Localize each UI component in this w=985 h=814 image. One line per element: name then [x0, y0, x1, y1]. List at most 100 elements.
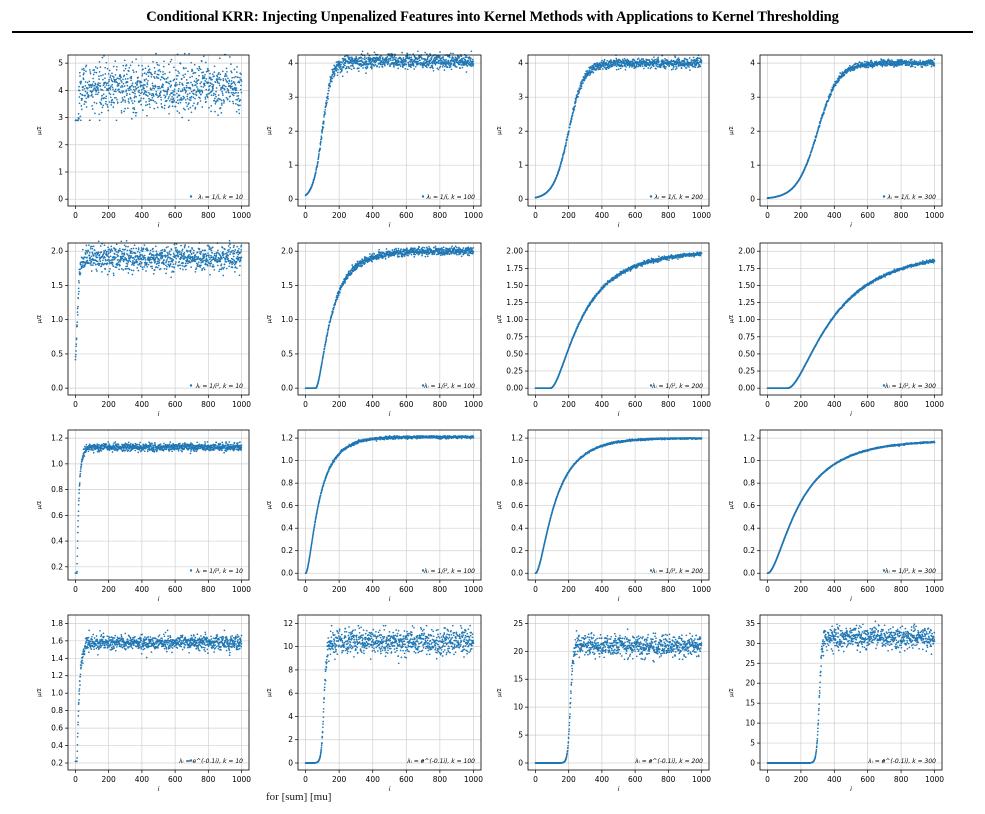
data-point: [91, 105, 93, 107]
data-point: [154, 260, 157, 263]
data-point: [123, 96, 126, 98]
data-point: [452, 52, 454, 55]
data-point: [89, 247, 92, 250]
data-point: [213, 99, 216, 102]
data-point: [317, 155, 320, 158]
data-point: [239, 72, 242, 75]
data-point: [155, 266, 158, 268]
data-point: [203, 77, 206, 80]
data-point: [131, 84, 133, 87]
data-point: [686, 58, 689, 61]
data-point: [228, 80, 231, 83]
data-point: [115, 69, 118, 71]
data-point: [351, 58, 354, 60]
data-point: [133, 88, 135, 91]
data-point: [74, 355, 77, 358]
data-point: [185, 268, 187, 271]
data-point: [235, 89, 238, 91]
data-point: [190, 61, 193, 64]
data-point: [122, 64, 125, 67]
data-point: [195, 77, 198, 80]
y-axis-label: μ/Σ: [497, 126, 503, 135]
data-point: [643, 67, 645, 70]
legend-label: λᵢ = 1/i, k = 300: [886, 194, 936, 201]
data-point: [201, 268, 204, 270]
data-point: [126, 249, 129, 252]
data-point: [460, 55, 463, 58]
data-point: [93, 262, 96, 265]
data-point: [650, 66, 653, 69]
data-point: [577, 95, 579, 98]
data-point: [815, 134, 818, 137]
y-tick-label: 4: [58, 86, 63, 95]
data-point: [442, 56, 445, 58]
data-point: [198, 248, 201, 250]
data-point: [165, 272, 167, 275]
data-point: [194, 71, 197, 74]
data-point: [188, 52, 190, 55]
data-point: [408, 56, 411, 59]
data-point: [182, 262, 184, 264]
data-point: [86, 259, 89, 262]
data-point: [202, 86, 205, 88]
x-tick-label: 600: [628, 211, 643, 220]
data-point: [182, 107, 185, 110]
data-point: [96, 256, 99, 259]
data-point: [128, 102, 130, 104]
data-point: [215, 90, 217, 93]
data-point: [111, 250, 114, 252]
y-tick-label: 4: [750, 59, 755, 68]
data-point: [198, 92, 201, 94]
data-point: [621, 65, 624, 68]
data-point: [179, 62, 182, 65]
data-point: [83, 87, 86, 90]
data-point: [417, 50, 419, 53]
data-point: [148, 100, 151, 102]
data-point: [149, 93, 151, 95]
data-point: [350, 65, 352, 67]
data-point: [684, 61, 686, 64]
data-point: [336, 71, 339, 74]
data-point: [181, 90, 184, 92]
data-point: [615, 65, 618, 68]
data-point: [201, 74, 204, 77]
data-point: [325, 99, 328, 102]
data-point: [125, 240, 128, 242]
data-point: [163, 78, 166, 80]
x-tick-label: 0: [303, 211, 308, 220]
x-tick-label: 600: [399, 211, 414, 220]
data-point: [110, 104, 113, 106]
data-point: [131, 100, 133, 102]
data-point: [381, 66, 384, 68]
data-point: [123, 110, 125, 113]
data-point: [130, 255, 132, 257]
data-point: [446, 66, 449, 68]
data-point: [210, 249, 213, 252]
data-point: [187, 70, 189, 73]
data-point: [146, 83, 149, 86]
data-point: [209, 72, 211, 75]
data-point: [237, 97, 240, 100]
legend-marker: [882, 195, 886, 198]
data-point: [142, 97, 145, 100]
data-point: [323, 121, 325, 123]
data-point: [139, 99, 142, 102]
data-point: [605, 61, 608, 64]
data-point: [76, 321, 79, 323]
data-point: [131, 252, 133, 255]
data-point: [165, 78, 168, 80]
data-point: [153, 87, 156, 90]
data-point: [881, 65, 884, 68]
data-point: [109, 96, 112, 99]
data-point: [333, 75, 335, 78]
data-point: [361, 50, 364, 53]
data-point: [132, 111, 135, 114]
data-point: [95, 89, 98, 92]
data-point: [169, 263, 172, 265]
data-point: [81, 94, 84, 96]
data-point: [148, 259, 151, 261]
data-point: [455, 66, 458, 68]
data-point: [144, 104, 147, 107]
data-point: [410, 66, 412, 69]
data-point: [412, 63, 415, 66]
